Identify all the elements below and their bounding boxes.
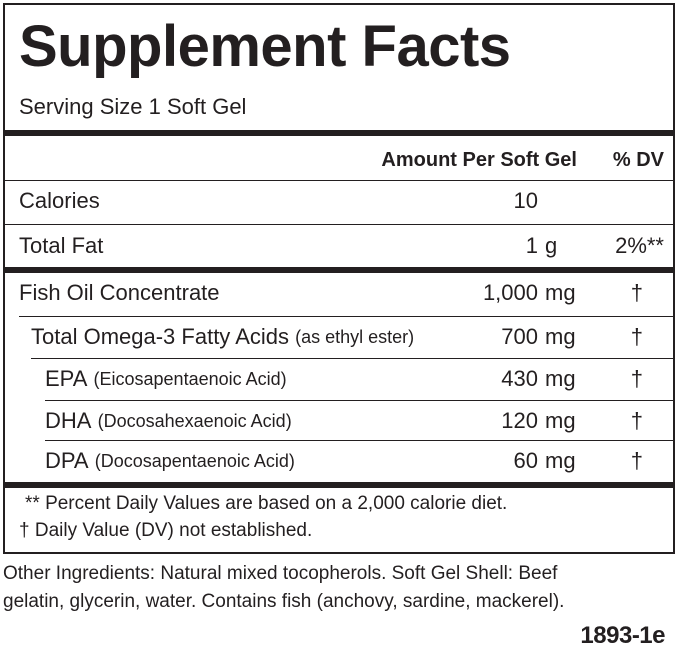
- nutrient-dv: †: [630, 408, 643, 433]
- nutrient-amount: 120: [501, 408, 538, 433]
- nutrient-name: EPA: [45, 366, 88, 391]
- nutrient-row-dha: DHA (Docosahexaenoic Acid) 120 mg †: [5, 402, 673, 440]
- divider: [5, 130, 673, 136]
- footnote-dv-not-established: † Daily Value (DV) not established.: [19, 520, 313, 541]
- divider: [5, 267, 673, 273]
- nutrient-qualifier: (Eicosapentaenoic Acid): [93, 368, 287, 389]
- nutrient-name-group: EPA (Eicosapentaenoic Acid): [45, 360, 287, 398]
- panel-title: Supplement Facts: [19, 14, 511, 79]
- nutrient-unit: mg: [545, 366, 576, 391]
- supplement-facts-panel: Supplement Facts Serving Size 1 Soft Gel…: [3, 3, 675, 554]
- product-code: 1893-1e: [580, 622, 665, 649]
- nutrient-name-group: DHA (Docosahexaenoic Acid): [45, 402, 292, 440]
- nutrient-name-group: DPA (Docosapentaenoic Acid): [45, 442, 295, 480]
- divider: [5, 180, 673, 181]
- nutrient-row-epa: EPA (Eicosapentaenoic Acid) 430 mg †: [5, 360, 673, 398]
- divider: [45, 440, 673, 441]
- nutrient-amount: 1: [525, 233, 538, 258]
- nutrient-dv: 2%**: [615, 233, 664, 258]
- nutrient-dv: †: [630, 280, 643, 305]
- nutrient-unit: mg: [545, 324, 576, 349]
- nutrient-name: DPA: [45, 448, 89, 473]
- nutrient-amount: 1,000: [482, 280, 538, 305]
- nutrient-unit: mg: [545, 448, 576, 473]
- divider: [5, 224, 673, 225]
- nutrient-name-group: Total Omega-3 Fatty Acids (as ethyl este…: [31, 318, 414, 356]
- divider: [19, 316, 673, 317]
- nutrient-name: Total Fat: [19, 233, 104, 258]
- nutrient-dv: †: [630, 366, 643, 391]
- nutrient-unit: mg: [545, 280, 576, 305]
- dv-header: % DV: [612, 149, 664, 171]
- nutrient-dv: †: [630, 448, 643, 473]
- nutrient-amount: 10: [513, 188, 538, 213]
- nutrient-name: Fish Oil Concentrate: [19, 280, 220, 305]
- nutrient-name: Calories: [19, 188, 100, 213]
- nutrient-amount: 60: [513, 448, 538, 473]
- nutrient-row-omega-3: Total Omega-3 Fatty Acids (as ethyl este…: [5, 318, 673, 356]
- nutrient-qualifier: (Docosapentaenoic Acid): [94, 450, 295, 471]
- nutrient-qualifier: (Docosahexaenoic Acid): [97, 410, 292, 431]
- amount-header: Amount Per Soft Gel: [381, 149, 577, 171]
- serving-size: Serving Size 1 Soft Gel: [19, 94, 247, 119]
- other-ingredients-line-2: gelatin, glycerin, water. Contains fish …: [3, 591, 565, 612]
- nutrient-row-fish-oil: Fish Oil Concentrate 1,000 mg †: [5, 274, 673, 312]
- nutrient-row-total-fat: Total Fat 1 g 2%**: [5, 227, 673, 265]
- footnote-percent-dv: ** Percent Daily Values are based on a 2…: [25, 493, 508, 514]
- nutrient-row-calories: Calories 10: [5, 182, 673, 220]
- divider: [5, 482, 673, 488]
- divider: [45, 400, 673, 401]
- nutrient-unit: mg: [545, 408, 576, 433]
- nutrient-row-dpa: DPA (Docosapentaenoic Acid) 60 mg †: [5, 442, 673, 480]
- nutrient-amount: 430: [501, 366, 538, 391]
- nutrient-qualifier: (as ethyl ester): [295, 326, 415, 347]
- nutrient-amount: 700: [501, 324, 538, 349]
- nutrient-name: DHA: [45, 408, 92, 433]
- divider: [31, 358, 673, 359]
- nutrient-name: Total Omega-3 Fatty Acids: [31, 324, 289, 349]
- nutrient-dv: †: [630, 324, 643, 349]
- nutrient-unit: g: [545, 233, 558, 258]
- other-ingredients-line-1: Other Ingredients: Natural mixed tocophe…: [3, 563, 558, 584]
